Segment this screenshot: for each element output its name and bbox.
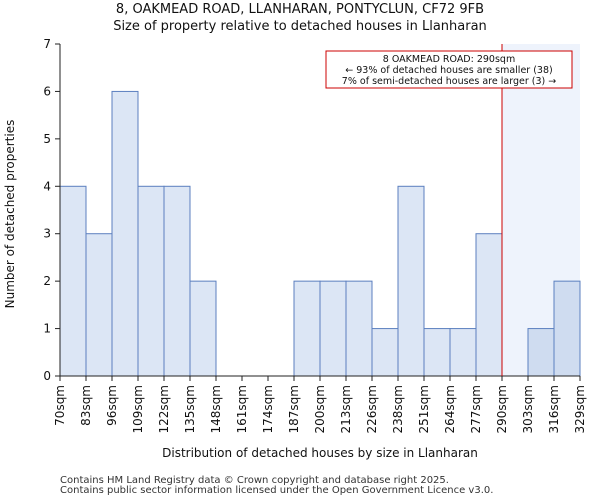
x-tick-label: 70sqm — [53, 385, 67, 426]
footer-copyright: Contains HM Land Registry data © Crown c… — [60, 475, 449, 486]
x-tick-label: 83sqm — [79, 385, 93, 426]
x-tick-label: 213sqm — [339, 385, 353, 433]
y-tick-label: 5 — [43, 132, 51, 146]
y-axis-label: Number of detached properties — [3, 120, 17, 309]
annotation-line-1: 8 OAKMEAD ROAD: 290sqm — [383, 54, 515, 65]
x-tick-label: 135sqm — [183, 385, 197, 433]
y-tick-label: 4 — [43, 179, 51, 193]
histogram-bar — [475, 233, 503, 377]
annotation-box — [325, 50, 573, 89]
y-tick-label: 6 — [43, 84, 51, 98]
histogram-bar — [423, 328, 451, 377]
histogram-bar — [527, 328, 555, 377]
histogram-bar — [85, 233, 113, 377]
y-tick-label: 2 — [43, 274, 51, 288]
x-tick-label: 226sqm — [365, 385, 379, 433]
histogram-bar — [189, 280, 217, 377]
x-tick-label: 187sqm — [287, 385, 301, 433]
chart-title: 8, OAKMEAD ROAD, LLANHARAN, PONTYCLUN, C… — [115, 2, 485, 17]
histogram-bar — [449, 328, 477, 377]
x-tick-label: 277sqm — [469, 385, 483, 433]
histogram-bar — [345, 280, 373, 377]
y-tick-label: 1 — [43, 322, 51, 336]
x-tick-label: 264sqm — [443, 385, 457, 433]
x-tick-label: 109sqm — [131, 385, 145, 433]
annotation-line-2: ← 93% of detached houses are smaller (38… — [345, 65, 552, 76]
histogram-bar — [397, 185, 425, 377]
y-tick-label: 7 — [43, 37, 51, 51]
histogram-bar — [553, 280, 581, 377]
x-tick-label: 316sqm — [547, 385, 561, 433]
chart-subtitle: Size of property relative to detached ho… — [113, 19, 487, 34]
x-tick-label: 161sqm — [235, 385, 249, 433]
x-tick-label: 200sqm — [313, 385, 327, 433]
x-tick-label: 148sqm — [209, 385, 223, 433]
histogram-bar — [59, 185, 87, 377]
footer-licence: Contains public sector information licen… — [60, 485, 494, 496]
histogram-bar — [371, 328, 399, 377]
x-tick-label: 303sqm — [521, 385, 535, 433]
plot-area: 0 1 2 3 4 5 6 7 70sqm 83sqm 96sqm 109sqm 122sqm 135sq… — [43, 37, 587, 433]
x-tick-label: 96sqm — [105, 385, 119, 426]
histogram-bar — [319, 280, 347, 377]
x-axis-label: Distribution of detached houses by size … — [162, 446, 478, 460]
histogram-bar — [293, 280, 321, 377]
histogram-bar — [137, 185, 165, 377]
x-tick-label: 122sqm — [157, 385, 171, 433]
y-tick-label: 0 — [43, 369, 51, 383]
x-tick-label: 238sqm — [391, 385, 405, 433]
x-tick-label: 329sqm — [573, 385, 587, 433]
y-tick-label: 3 — [43, 227, 51, 241]
histogram-bar — [111, 90, 139, 377]
x-tick-label: 174sqm — [261, 385, 275, 433]
x-tick-label: 290sqm — [495, 385, 509, 433]
annotation-line-3: 7% of semi-detached houses are larger (3… — [342, 76, 556, 87]
histogram-bar — [163, 185, 191, 377]
x-tick-label: 251sqm — [417, 385, 431, 433]
